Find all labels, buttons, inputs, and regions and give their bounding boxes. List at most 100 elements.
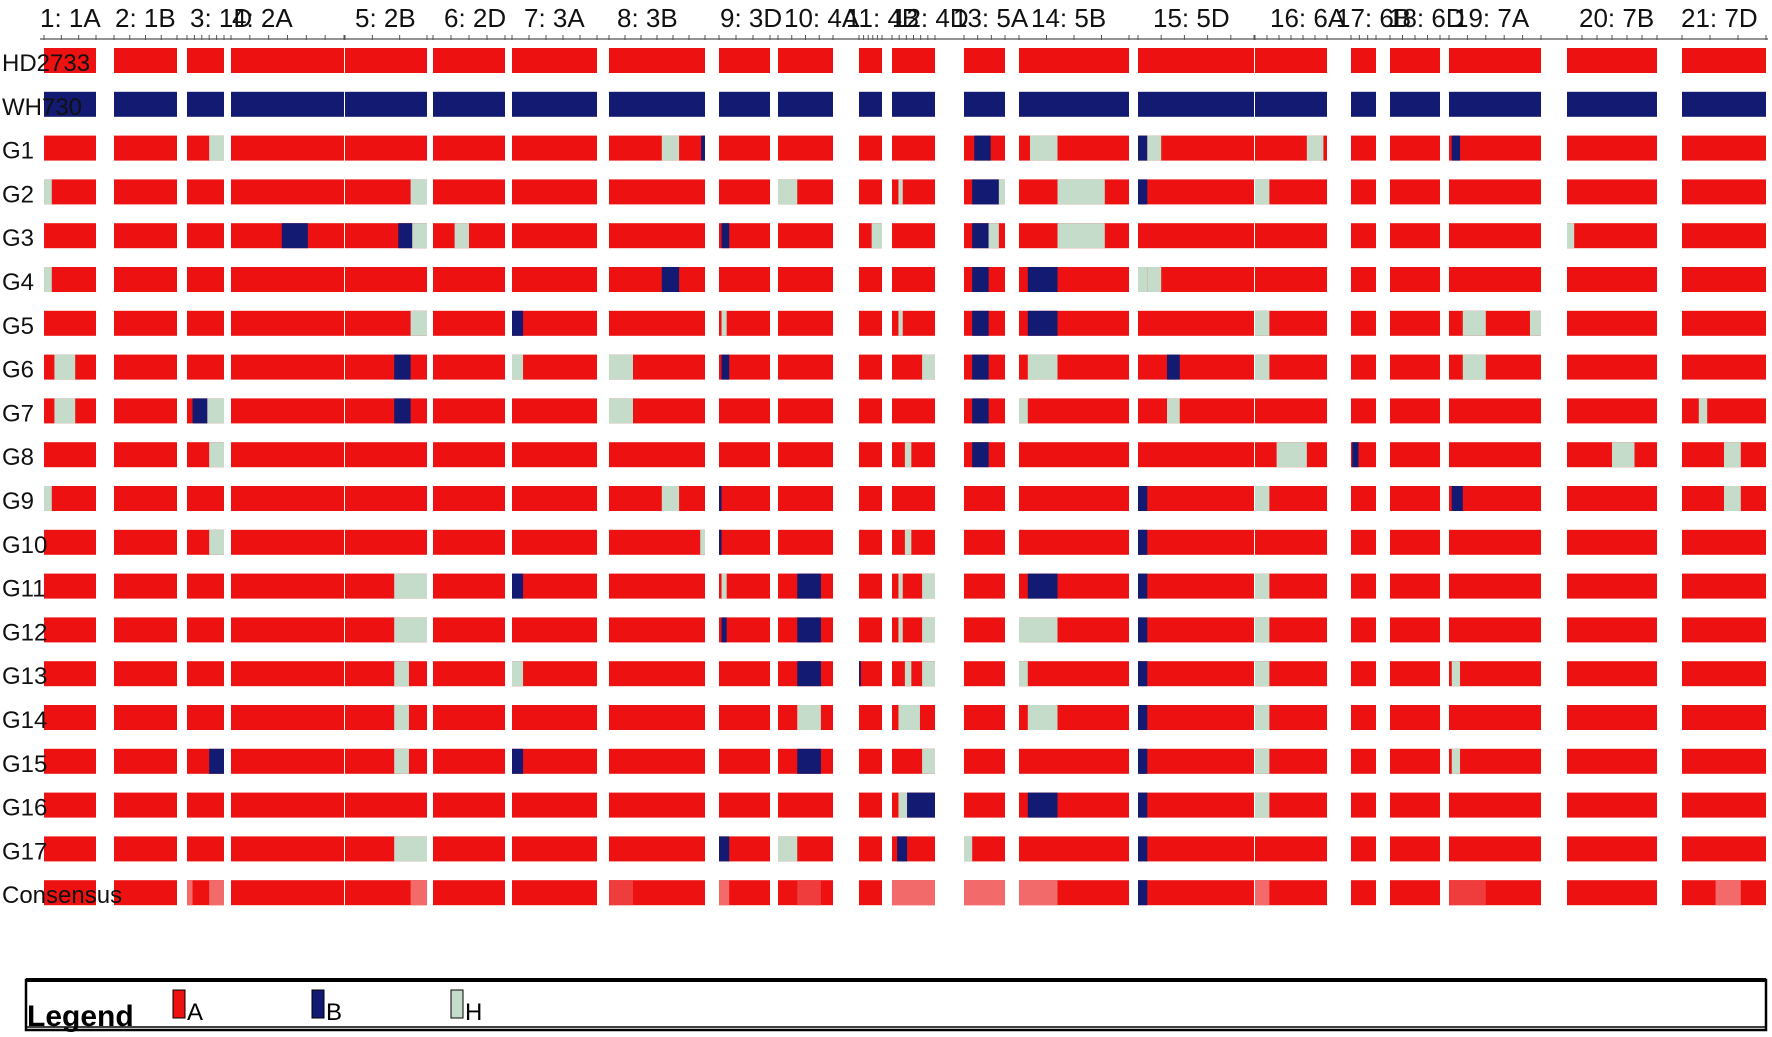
bar-g14-3-1d <box>187 705 224 730</box>
chromosome-label-5-2b: 5: 2B <box>355 3 416 33</box>
segment-g3-13-5a-b <box>972 223 989 249</box>
segment-consensus-3-1d-consensus_light <box>209 880 224 906</box>
bar-g12-11-4b <box>859 617 882 643</box>
segment-g8-20-7b-h <box>1612 442 1635 468</box>
segment-g16-12-4d-h <box>898 792 908 818</box>
chromosome-label-6-2d: 6: 2D <box>444 3 506 33</box>
bar-g4-12-4d <box>892 267 935 292</box>
bar-g2-7-3a <box>512 179 597 205</box>
bar-g4-9-3d <box>719 267 770 292</box>
bar-g10-5-2b <box>345 529 427 555</box>
bar-g17-7-3a <box>512 836 597 862</box>
row-label-g3: G3 <box>2 225 34 252</box>
segment-g3-13-5a-h <box>988 223 999 249</box>
bar-g15-18-6d <box>1390 748 1440 774</box>
segment-g1-14-5b-h <box>1030 135 1058 161</box>
bar-g12-13-5a <box>964 617 1005 643</box>
bar-hd2733-9-3d <box>719 48 770 73</box>
segment-g8-21-7d-h <box>1724 442 1741 468</box>
chromosome-label-11-4b: 11: 4B <box>846 3 919 33</box>
bar-g13-9-3d <box>719 661 770 687</box>
segment-g12-16-6a-h <box>1255 617 1270 643</box>
segment-g1-15-5d-b <box>1138 135 1148 161</box>
legend-box <box>24 978 1768 1032</box>
bar-g12-21-7d <box>1682 617 1766 643</box>
bar-wh730-6-2d <box>433 91 505 117</box>
bar-g9-1-1a <box>44 486 96 511</box>
bar-g14-4-2a <box>231 705 344 730</box>
bar-g5-1-1a <box>44 310 96 336</box>
segment-g12-10-4a-b <box>797 617 821 643</box>
bar-g12-1-1a <box>44 617 96 643</box>
bar-wh730-7-3a <box>512 91 597 117</box>
row-g13 <box>44 661 1766 687</box>
bar-g15-8-3b <box>609 748 705 774</box>
bar-g16-18-6d <box>1390 792 1440 818</box>
chromosome-label-7-3a: 7: 3A <box>524 3 585 33</box>
bar-g2-3-1d <box>187 179 224 205</box>
bar-g9-5-2b <box>345 486 427 511</box>
segment-g2-5-2b-h <box>410 179 427 205</box>
row-label-g14: G14 <box>2 707 47 734</box>
bar-g4-1-1a <box>44 267 96 292</box>
bar-g12-18-6d <box>1390 617 1440 643</box>
row-g1 <box>44 135 1766 161</box>
bar-g10-6-2d <box>433 529 505 555</box>
segment-g8-13-5a-b <box>972 442 989 468</box>
bar-hd2733-21-7d <box>1682 48 1766 73</box>
segment-g17-10-4a-h <box>778 836 798 862</box>
segment-g15-16-6a-h <box>1255 748 1270 774</box>
segment-g15-3-1d-b <box>209 748 224 774</box>
bar-g5-21-7d <box>1682 310 1766 336</box>
bar-g7-5-2b <box>345 398 427 424</box>
bar-g6-15-5d <box>1138 354 1254 380</box>
segment-g2-13-5a-h <box>998 179 1005 205</box>
row-g11 <box>44 573 1766 599</box>
segment-g12-12-4d-h <box>898 617 903 643</box>
bar-g3-19-7a <box>1449 223 1541 249</box>
bar-g1-11-4b <box>859 135 882 161</box>
bar-g7-10-4a <box>778 398 833 424</box>
row-label-g11: G11 <box>2 576 46 603</box>
bar-g13-18-6d <box>1390 661 1440 687</box>
bar-g12-8-3b <box>609 617 705 643</box>
bar-wh730-4-2a <box>231 91 344 117</box>
bar-g10-11-4b <box>859 529 882 555</box>
segment-g4-1-1a-h <box>44 267 52 292</box>
bar-g5-2-1b <box>114 310 177 336</box>
bar-g16-13-5a <box>964 792 1005 818</box>
bar-g16-5-2b <box>345 792 427 818</box>
chromosome-label-1-1a: 1: 1A <box>40 3 101 33</box>
bar-g12-4-2a <box>231 617 344 643</box>
segment-g16-16-6a-h <box>1255 792 1270 818</box>
bar-g14-19-7a <box>1449 705 1541 730</box>
bar-g6-6-2d <box>433 354 505 380</box>
legend-title: Legend <box>27 1000 134 1033</box>
bar-g7-20-7b <box>1567 398 1657 424</box>
bar-g8-6-2d <box>433 442 505 468</box>
segment-g13-19-7a-h <box>1451 661 1461 687</box>
bar-g12-17-6b <box>1351 617 1376 643</box>
bar-wh730-14-5b <box>1019 91 1129 117</box>
bar-g7-16-6a <box>1255 398 1327 424</box>
row-label-g9: G9 <box>2 488 34 515</box>
row-label-g15: G15 <box>2 751 47 778</box>
segment-consensus-3-1d-consensus_light <box>187 880 193 906</box>
bar-g15-14-5b <box>1019 748 1129 774</box>
bar-g6-2-1b <box>114 354 177 380</box>
segment-g16-14-5b-b <box>1027 792 1058 818</box>
bar-g10-15-5d <box>1138 529 1254 555</box>
bar-g9-19-7a <box>1449 486 1541 511</box>
bar-g2-9-3d <box>719 179 770 205</box>
segment-g8-3-1d-h <box>209 442 224 468</box>
bar-g1-20-7b <box>1567 135 1657 161</box>
row-label-g7: G7 <box>2 400 34 427</box>
bar-g8-12-4d <box>892 442 935 468</box>
row-g14 <box>44 705 1766 730</box>
bar-hd2733-6-2d <box>433 48 505 73</box>
segment-g5-9-3d-h <box>721 310 727 336</box>
bar-g3-20-7b <box>1567 223 1657 249</box>
bar-g12-9-3d <box>719 617 770 643</box>
bar-g4-21-7d <box>1682 267 1766 292</box>
